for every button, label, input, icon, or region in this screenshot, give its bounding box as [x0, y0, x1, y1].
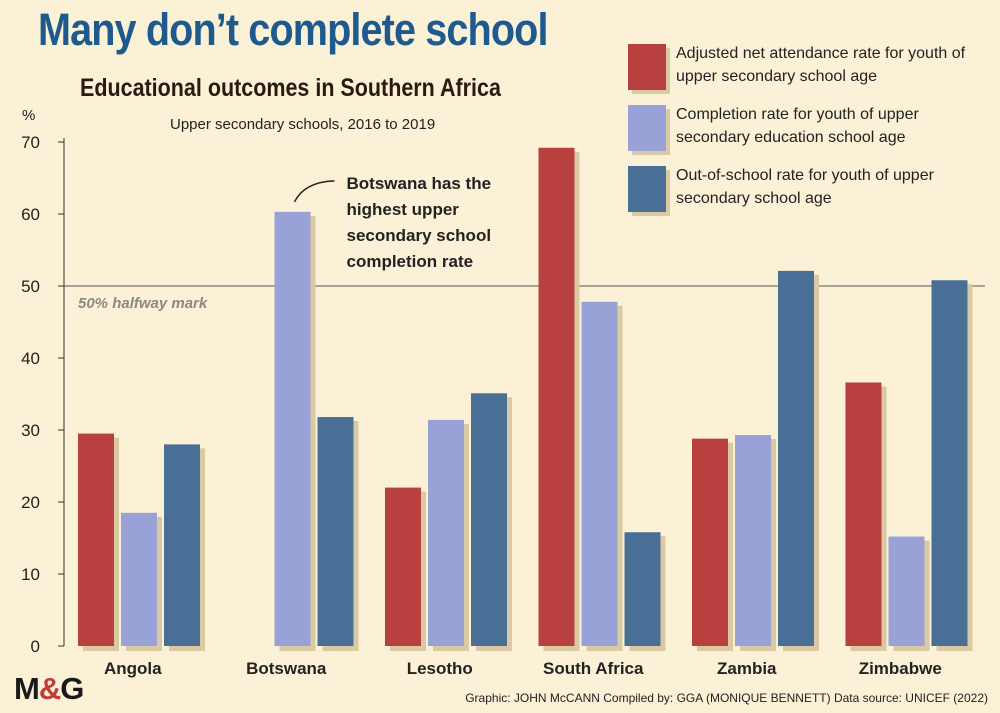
category-label: Zambia: [717, 659, 777, 678]
bar: [428, 419, 464, 646]
y-axis-label: %: [22, 107, 36, 124]
bar: [274, 211, 311, 646]
legend-item-out-of-school: Out-of-school rate for youth of upper se…: [628, 162, 998, 216]
bar: [778, 270, 814, 646]
bar: [385, 487, 421, 646]
annotation-text: Botswana has the: [347, 174, 492, 193]
legend-label-attendance: Adjusted net attendance rate for youth o…: [676, 45, 966, 85]
legend-swatch-attendance: [628, 44, 666, 90]
y-tick-label: 0: [31, 637, 40, 656]
y-tick-label: 60: [21, 205, 40, 224]
bar: [471, 393, 507, 646]
bar: [845, 382, 882, 646]
reference-line-label: 50% halfway mark: [78, 295, 208, 312]
annotation-text: highest upper: [347, 200, 460, 219]
bar: [888, 536, 925, 646]
annotation-text: completion rate: [347, 252, 474, 271]
annotation-text: secondary school: [347, 226, 492, 245]
legend-swatch-out-of-school: [628, 166, 666, 212]
legend-swatch-completion: [628, 105, 666, 151]
bar: [538, 147, 575, 646]
category-label: Botswana: [246, 659, 327, 678]
category-label: Angola: [104, 659, 162, 678]
credit-line: Graphic: JOHN McCANN Compiled by: GGA (M…: [465, 691, 988, 705]
category-label: Zimbabwe: [859, 659, 942, 678]
bar: [78, 433, 114, 646]
chart-subtitle: Educational outcomes in Southern Africa: [80, 74, 501, 102]
y-tick-label: 20: [21, 493, 40, 512]
bar: [581, 301, 618, 646]
category-label: South Africa: [543, 659, 644, 678]
bar: [121, 512, 157, 646]
publisher-logo: M&G: [14, 671, 84, 706]
bar: [931, 280, 968, 646]
legend-label-completion: Completion rate for youth of upper secon…: [676, 106, 919, 146]
bar: [317, 417, 354, 646]
y-tick-label: 50: [21, 277, 40, 296]
legend-label-out-of-school: Out-of-school rate for youth of upper se…: [676, 167, 934, 207]
bar: [164, 444, 200, 646]
legend-item-attendance: Adjusted net attendance rate for youth o…: [628, 40, 998, 94]
chart-title: Many don’t complete school: [38, 4, 548, 55]
legend-item-completion: Completion rate for youth of upper secon…: [628, 101, 998, 155]
bar: [735, 435, 771, 646]
category-label: Lesotho: [407, 659, 473, 678]
y-tick-label: 70: [21, 133, 40, 152]
y-tick-label: 40: [21, 349, 40, 368]
legend: Adjusted net attendance rate for youth o…: [628, 40, 998, 223]
bar: [624, 532, 661, 646]
bar: [692, 438, 728, 646]
y-tick-label: 30: [21, 421, 40, 440]
chart-period: Upper secondary schools, 2016 to 2019: [170, 116, 436, 133]
annotation-leader: [293, 180, 335, 203]
y-tick-label: 10: [21, 565, 40, 584]
